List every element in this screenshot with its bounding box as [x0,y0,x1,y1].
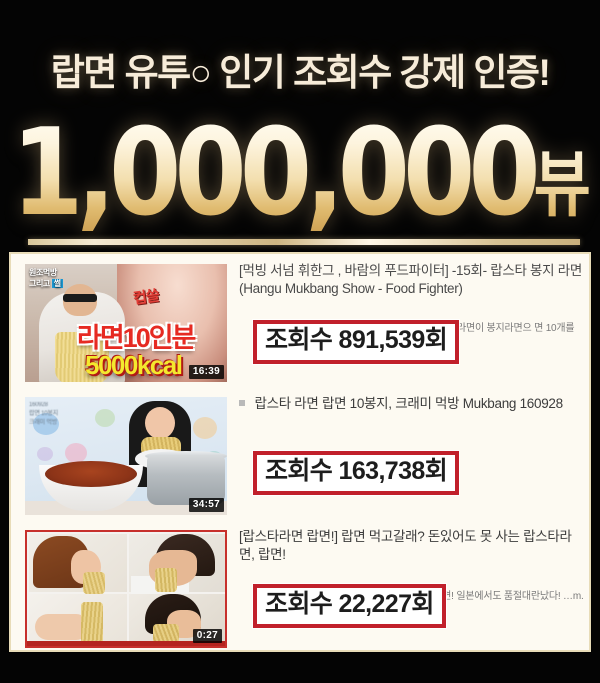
thumbnail-mouth-photo [117,264,227,382]
view-count-highlight: 조회수 891,539회 [253,320,460,364]
video-duration-badge: 0:27 [192,629,222,643]
channel-tag-line1: 160928 [29,402,48,408]
sunglasses-icon [63,294,97,302]
thumbnail-pot [147,455,225,505]
channel-tag-line1: 원조먹방 [29,268,57,277]
heart-icon [33,413,59,435]
channel-tag-line2: 랍면 10봉지 [29,411,59,417]
video-rows: 원조먹방 그리고 썰 컵쓸 라면10인분 5000kcal 16:39 [먹빙 … [17,258,587,650]
big-number-suffix: 뷰 [533,142,589,227]
list-bullet-icon [239,400,245,406]
video-title[interactable]: [랍스타라면 랍면!] 랍면 먹고갈래? 돈있어도 못 사는 랍스타라면, 랍면… [239,529,572,563]
video-description: 면, 랍면! 일본에서도 품절대란났다! …m. [419,591,584,602]
video-meta: [랍스타라면 랍면!] 랍면 먹고갈래? 돈있어도 못 사는 랍스타라면, 랍면… [239,528,584,602]
thumbnail-channel-tag: 원조먹방 그리고 썰 [29,268,63,290]
thumbnail-hand [35,614,89,640]
heart-icon [193,417,217,439]
video-meta: [먹빙 서넘 휘한그 , 바람의 푸드파이터] -15회- 랍스타 봉지 라면(… [239,262,584,349]
thumbnail-noodles [55,332,109,382]
view-count-text: 조회수 163,738회 [265,457,448,485]
big-number: 1,000,000뷰 [11,112,589,233]
thumbnail-person-head [145,407,175,439]
big-number-block: 1,000,000뷰 [0,112,600,216]
video-row[interactable]: 0:27 [랍스타라면 랍면!] 랍면 먹고갈래? 돈있어도 못 사는 랍스타라… [17,524,587,650]
thumbnail-script-overlay: 컵쓸 [132,287,160,308]
channel-tag-highlight: 썰 [51,278,63,288]
thumbnail-soup [45,461,137,487]
video-title[interactable]: 랍스타 라면 랍면 10봉지, 크래미 먹방 Mukbang 160928 [254,396,563,411]
thumbnail-noodles [155,568,177,592]
channel-tag-highlight: 크래미 먹방 [29,420,58,426]
view-count-highlight: 조회수 163,738회 [253,451,460,495]
thumbnail-noodles [81,602,103,644]
video-title[interactable]: [먹빙 서넘 휘한그 , 바람의 푸드파이터] -15회- 랍스타 봉지 라면(… [239,263,582,297]
thumbnail-red-bar [27,641,225,646]
heart-icon [95,409,115,427]
video-row[interactable]: 원조먹방 그리고 썰 컵쓸 라면10인분 5000kcal 16:39 [먹빙 … [17,258,587,391]
heart-icon [37,447,53,461]
headline-text: 랍면 유투○ 인기 조회수 강제 인증! [50,52,551,93]
video-list-panel: 원조먹방 그리고 썰 컵쓸 라면10인분 5000kcal 16:39 [먹빙 … [9,252,591,652]
poster-header: 랍면 유투○ 인기 조회수 강제 인증! 1,000,000뷰 [0,0,600,240]
view-count-text: 조회수 22,227회 [265,590,434,618]
thumbnail-overlay-sub: 5000kcal [85,350,183,380]
heart-icon [65,443,87,463]
video-meta: 랍스타 라면 랍면 10봉지, 크래미 먹방 Mukbang 160928 [239,395,584,413]
gold-divider [28,239,580,245]
view-count-text: 조회수 891,539회 [265,326,448,354]
thumbnail-overlay-main: 라면10인분 [77,323,196,353]
video-duration-badge: 16:39 [188,365,224,379]
video-thumbnail[interactable]: 160928 랍면 10봉지 크래미 먹방 34:57 [25,397,227,515]
video-row[interactable]: 160928 랍면 10봉지 크래미 먹방 34:57 랍스타 라면 랍면 10… [17,391,587,524]
video-thumbnail[interactable]: 원조먹방 그리고 썰 컵쓸 라면10인분 5000kcal 16:39 [25,264,227,382]
big-number-value: 1,000,000 [11,101,534,244]
video-duration-badge: 34:57 [188,498,224,512]
thumbnail-noodles [83,572,105,594]
thumbnail-channel-tag: 160928 랍면 10봉지 크래미 먹방 [29,401,58,428]
video-thumbnail[interactable]: 0:27 [25,530,227,648]
channel-tag-line2: 그리고 [29,278,50,288]
thumbnail-noodles [153,624,179,644]
view-count-highlight: 조회수 22,227회 [253,584,446,628]
